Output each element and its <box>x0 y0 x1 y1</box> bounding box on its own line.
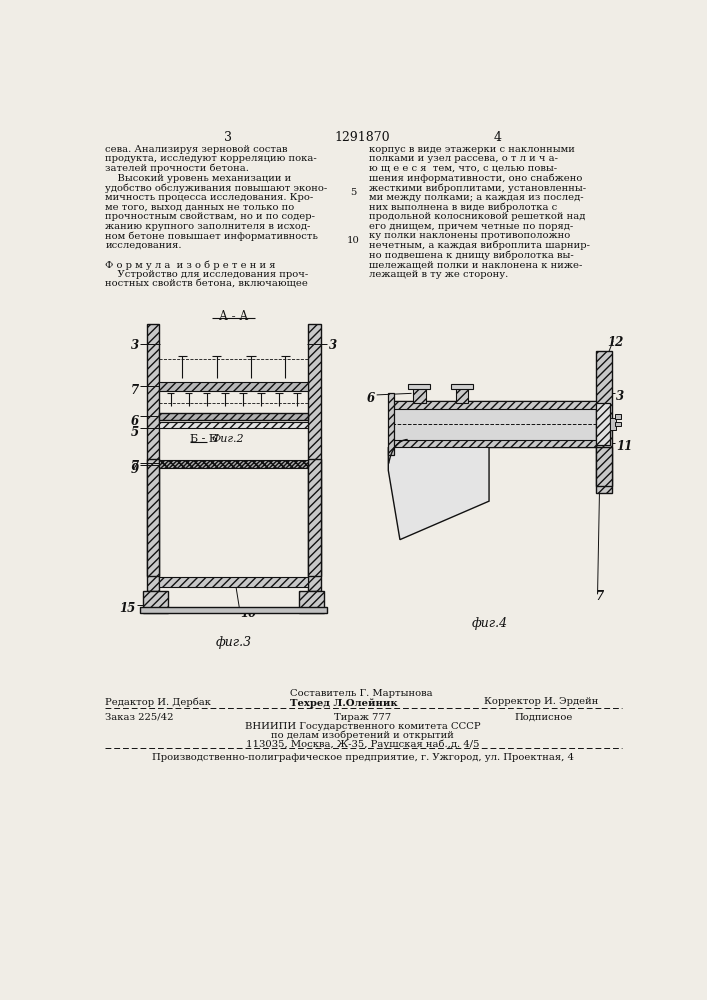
Text: 6: 6 <box>131 415 139 428</box>
Bar <box>140 607 327 613</box>
Text: ностных свойств бетона, включающее: ностных свойств бетона, включающее <box>105 279 308 288</box>
Text: Техред Л.Олейник: Техред Л.Олейник <box>290 698 397 708</box>
Bar <box>159 413 308 420</box>
Text: 5: 5 <box>131 426 139 439</box>
Bar <box>614 414 621 419</box>
Text: 5: 5 <box>350 188 356 197</box>
Text: 10: 10 <box>347 236 360 245</box>
Text: них выполнена в виде вибролотка с: них выполнена в виде вибролотка с <box>369 202 557 212</box>
Text: фиг.4: фиг.4 <box>472 617 508 630</box>
Bar <box>308 324 321 591</box>
Text: шения информативности, оно снабжено: шения информативности, оно снабжено <box>369 174 583 183</box>
Text: его днищем, причем четные по поряд-: его днищем, причем четные по поряд- <box>369 222 573 231</box>
Text: 1291870: 1291870 <box>335 131 390 144</box>
Text: 9: 9 <box>131 463 139 476</box>
Bar <box>159 422 308 428</box>
Text: нечетным, а каждая виброплита шарнир-: нечетным, а каждая виброплита шарнир- <box>369 241 590 250</box>
Text: ю щ е е с я  тем, что, с целью повы-: ю щ е е с я тем, что, с целью повы- <box>369 164 557 173</box>
Text: Производственно-полиграфическое предприятие, г. Ужгород, ул. Проектная, 4: Производственно-полиграфическое предприя… <box>152 753 573 762</box>
Text: 15: 15 <box>119 602 136 615</box>
Text: Заказ 225/42: Заказ 225/42 <box>105 713 174 722</box>
Bar <box>392 401 596 409</box>
Text: 3: 3 <box>224 131 232 144</box>
Text: ном бетоне повышает информативность: ном бетоне повышает информативность <box>105 231 318 241</box>
Text: А - А: А - А <box>219 310 248 323</box>
Text: прочностным свойствам, но и по содер-: прочностным свойствам, но и по содер- <box>105 212 315 221</box>
Text: ме того, выход данных не только по: ме того, выход данных не только по <box>105 202 295 211</box>
Bar <box>596 351 612 493</box>
Text: Составитель Г. Мартынова: Составитель Г. Мартынова <box>290 689 433 698</box>
Text: жесткими виброплитами, установленны-: жесткими виброплитами, установленны- <box>369 183 586 193</box>
Bar <box>392 440 596 447</box>
Text: 3: 3 <box>616 389 624 402</box>
Text: Высокий уровень механизации и: Высокий уровень механизации и <box>105 174 292 183</box>
Text: Подписное: Подписное <box>515 713 573 722</box>
Text: 7: 7 <box>131 460 139 473</box>
Text: Тираж 777: Тираж 777 <box>334 713 391 722</box>
Text: фиг.3: фиг.3 <box>216 636 252 649</box>
Bar <box>299 591 324 613</box>
Bar <box>146 324 159 591</box>
Text: удобство обслуживания повышают эконо-: удобство обслуживания повышают эконо- <box>105 183 327 193</box>
Bar <box>596 447 612 486</box>
Bar <box>610 418 616 430</box>
Text: зателей прочности бетона.: зателей прочности бетона. <box>105 164 250 173</box>
Text: жанию крупного заполнителя в исход-: жанию крупного заполнителя в исход- <box>105 222 311 231</box>
Bar <box>146 459 159 576</box>
Text: шележащей полки и наклонена к ниже-: шележащей полки и наклонена к ниже- <box>369 260 583 269</box>
Text: 113035, Москва, Ж-35, Раушская наб.,д. 4/5: 113035, Москва, Ж-35, Раушская наб.,д. 4… <box>246 739 479 749</box>
Text: мичность процесса исследования. Кро-: мичность процесса исследования. Кро- <box>105 193 314 202</box>
Text: ВНИИПИ Государственного комитета СССР: ВНИИПИ Государственного комитета СССР <box>245 722 481 731</box>
Text: 12: 12 <box>607 336 624 349</box>
Text: Устройство для исследования проч-: Устройство для исследования проч- <box>105 270 309 279</box>
Bar <box>308 459 321 576</box>
Bar <box>614 422 621 426</box>
Text: Корректор И. Эрдейн: Корректор И. Эрдейн <box>484 698 598 706</box>
Text: исследования.: исследования. <box>105 241 182 250</box>
Text: корпус в виде этажерки с наклонными: корпус в виде этажерки с наклонными <box>369 145 575 154</box>
Bar <box>159 460 308 468</box>
Bar <box>451 384 473 389</box>
Bar <box>596 403 610 445</box>
Bar <box>159 382 308 391</box>
Text: 7: 7 <box>131 384 139 397</box>
Text: 11: 11 <box>616 440 632 453</box>
Text: но подвешена к днищу вибролотка вы-: но подвешена к днищу вибролотка вы- <box>369 251 573 260</box>
Text: сева. Анализируя зерновой состав: сева. Анализируя зерновой состав <box>105 145 288 154</box>
Text: продукта, исследуют корреляцию пока-: продукта, исследуют корреляцию пока- <box>105 154 317 163</box>
Bar <box>413 387 426 403</box>
Text: 6: 6 <box>367 392 375 405</box>
Text: 3: 3 <box>131 339 139 352</box>
Bar <box>387 393 394 455</box>
Text: продольной колосниковой решеткой над: продольной колосниковой решеткой над <box>369 212 585 221</box>
Text: Ф о р м у л а  и з о б р е т е н и я: Ф о р м у л а и з о б р е т е н и я <box>105 260 276 270</box>
Text: 3: 3 <box>329 339 337 352</box>
Text: Фиг.2: Фиг.2 <box>211 434 244 444</box>
Text: ку полки наклонены противоположно: ку полки наклонены противоположно <box>369 231 570 240</box>
Text: 7: 7 <box>596 590 604 603</box>
Text: полками и узел рассева, о т л и ч а-: полками и узел рассева, о т л и ч а- <box>369 154 558 163</box>
Polygon shape <box>388 447 489 540</box>
Text: 4: 4 <box>493 131 501 144</box>
Text: лежащей в ту же сторону.: лежащей в ту же сторону. <box>369 270 508 279</box>
Bar <box>392 401 596 447</box>
Text: по делам изобретений и открытий: по делам изобретений и открытий <box>271 731 454 740</box>
Bar <box>409 384 430 389</box>
Bar <box>144 591 168 613</box>
Text: Редактор И. Дербак: Редактор И. Дербак <box>105 698 211 707</box>
Bar <box>456 387 468 403</box>
Text: 10: 10 <box>240 607 256 620</box>
Text: Б - Б: Б - Б <box>190 434 217 444</box>
Text: ми между полками; а каждая из послед-: ми между полками; а каждая из послед- <box>369 193 583 202</box>
Bar <box>159 577 308 587</box>
